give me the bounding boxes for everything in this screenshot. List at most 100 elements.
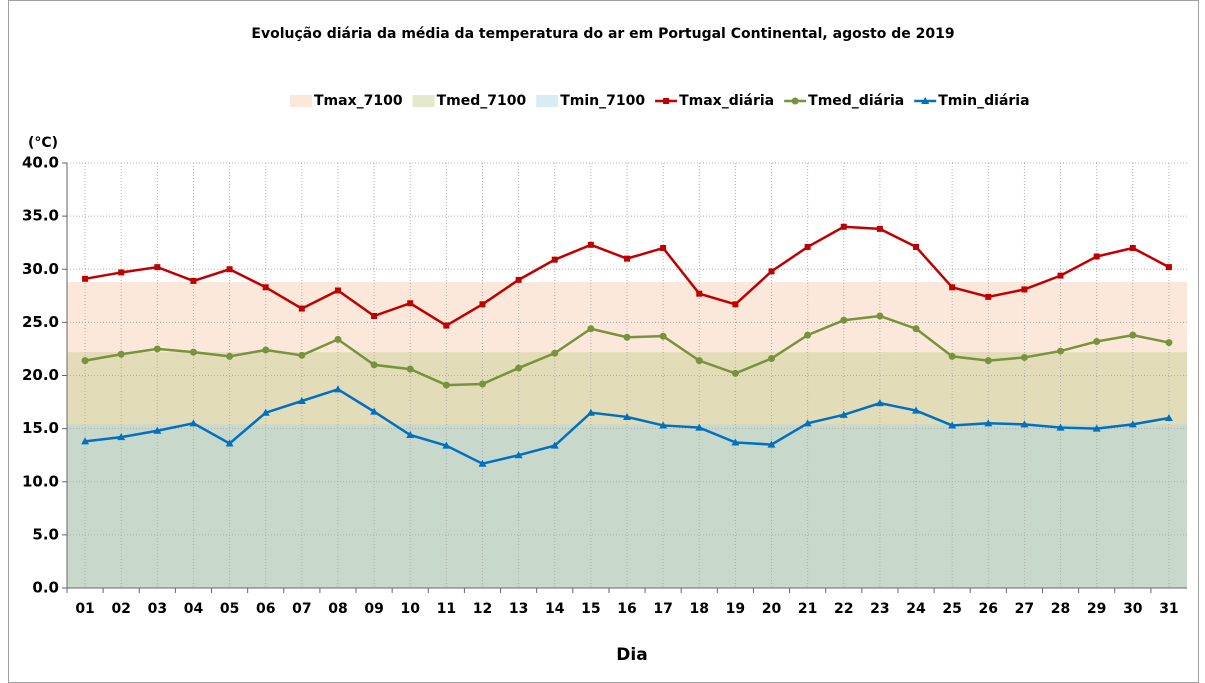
x-tick-label: 11	[437, 601, 456, 617]
marker	[551, 349, 559, 357]
marker	[1021, 286, 1028, 293]
marker	[514, 451, 523, 459]
chart-frame	[8, 0, 1199, 683]
marker	[791, 97, 799, 105]
marker	[985, 293, 992, 300]
marker	[587, 325, 595, 333]
marker	[515, 276, 522, 283]
legend-swatch	[536, 95, 559, 107]
marker	[478, 380, 486, 388]
legend-swatch	[290, 95, 312, 107]
x-tick-label: 27	[1015, 601, 1034, 617]
marker	[624, 255, 630, 262]
marker	[1020, 420, 1029, 428]
y-tick-label: 25.0	[22, 313, 59, 331]
marker	[1093, 253, 1100, 260]
marker	[1128, 420, 1137, 428]
marker	[586, 408, 595, 416]
marker	[1164, 414, 1173, 421]
marker	[189, 348, 197, 356]
marker	[190, 277, 197, 284]
marker	[225, 439, 234, 447]
x-tick-label: 02	[111, 601, 130, 617]
marker	[659, 421, 668, 429]
x-tick-label: 04	[184, 601, 204, 617]
y-tick-label: 30.0	[22, 260, 59, 278]
marker	[663, 98, 670, 104]
marker	[696, 290, 703, 297]
x-tick-label: 09	[364, 601, 383, 617]
marker	[297, 397, 306, 404]
marker	[948, 421, 957, 429]
marker	[443, 322, 450, 329]
marker	[840, 223, 847, 230]
x-tick-label: 22	[834, 601, 853, 617]
marker	[921, 97, 930, 104]
marker	[370, 361, 378, 369]
marker	[1056, 423, 1065, 431]
marker	[82, 275, 89, 282]
marker	[949, 284, 956, 291]
marker	[442, 441, 451, 449]
marker	[407, 300, 414, 307]
area	[67, 282, 1187, 588]
marker	[1129, 331, 1137, 339]
x-tick-label: 06	[256, 601, 275, 617]
y-tick-label: 40.0	[22, 154, 59, 172]
marker	[550, 441, 559, 449]
marker	[768, 355, 776, 362]
chart-title: Evolução diária da média da temperatura …	[251, 26, 954, 42]
marker	[515, 364, 523, 372]
marker	[117, 433, 126, 441]
marker	[623, 412, 631, 420]
marker	[551, 256, 558, 263]
marker	[153, 345, 161, 353]
marker	[695, 423, 704, 431]
x-tick-label: 17	[653, 601, 672, 617]
marker	[912, 406, 921, 414]
marker	[189, 419, 198, 427]
x-tick-label: 08	[328, 601, 347, 617]
marker	[261, 408, 270, 416]
marker	[262, 346, 270, 354]
marker	[1057, 347, 1065, 355]
marker	[695, 357, 703, 365]
marker	[226, 352, 234, 360]
marker	[912, 325, 920, 333]
legend-label: Tmed_diária	[808, 93, 904, 109]
marker	[768, 268, 775, 275]
x-tick-label: 12	[473, 601, 492, 617]
x-tick-label: 13	[509, 601, 528, 617]
x-tick-label: 01	[75, 601, 94, 617]
marker	[984, 419, 993, 427]
marker	[803, 419, 812, 427]
marker	[262, 284, 269, 291]
x-axis-label: Dia	[616, 645, 647, 665]
x-tick-label: 25	[942, 601, 961, 617]
marker	[804, 331, 812, 339]
marker	[1165, 264, 1172, 271]
legend-label: Tmax_diária	[679, 93, 774, 109]
marker	[81, 357, 89, 365]
y-tick-label: 0.0	[32, 579, 59, 597]
x-tick-label: 28	[1051, 601, 1070, 617]
marker	[732, 301, 739, 308]
y-tick-label: 35.0	[22, 207, 59, 225]
marker	[839, 410, 848, 418]
legend-swatch	[412, 95, 435, 107]
marker	[334, 287, 341, 294]
x-tick-label: 18	[690, 601, 709, 617]
x-tick-label: 23	[870, 601, 889, 617]
legend-label: Tmin_diária	[938, 93, 1029, 109]
marker	[1057, 272, 1064, 279]
marker	[587, 241, 594, 248]
y-tick-label: 5.0	[32, 525, 59, 543]
x-tick-label: 10	[400, 601, 420, 617]
marker	[840, 316, 848, 324]
marker	[1020, 353, 1028, 361]
marker	[370, 407, 379, 415]
marker	[406, 431, 415, 438]
legend-label: Tmed_7100	[437, 93, 527, 109]
marker	[478, 459, 487, 467]
marker	[1165, 339, 1173, 347]
